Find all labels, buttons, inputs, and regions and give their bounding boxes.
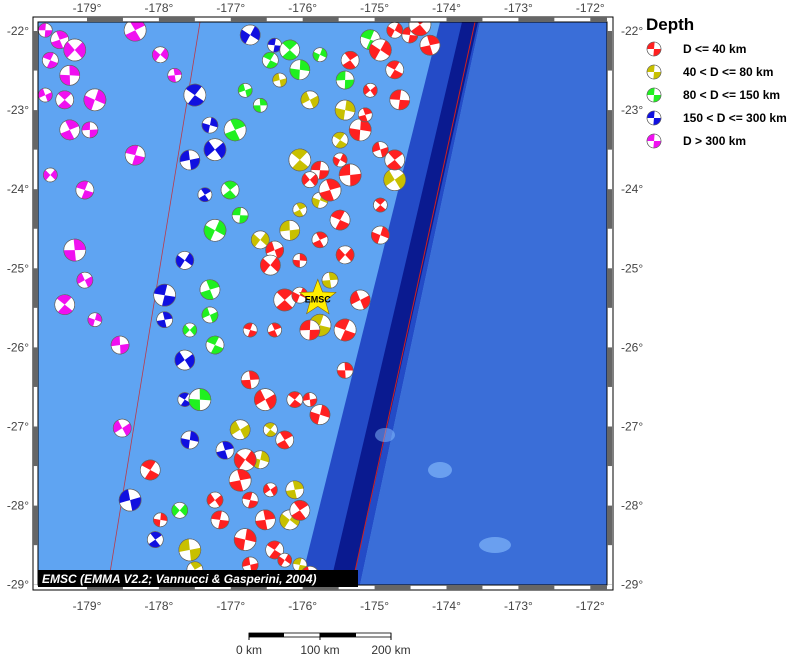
legend-beachball-icon — [647, 42, 661, 56]
lon-tick-label: -176° — [288, 1, 317, 15]
lon-tick-label: -177° — [216, 599, 245, 613]
lon-tick-label: -172° — [576, 1, 605, 15]
lat-tick-label: -22° — [7, 24, 29, 38]
lon-tick-label: -178° — [144, 599, 173, 613]
lat-tick-label: -24° — [7, 182, 29, 196]
legend-title: Depth — [646, 15, 694, 34]
scale-label-100: 100 km — [300, 643, 339, 654]
lon-tick-label: -177° — [216, 1, 245, 15]
legend-item-label: 40 < D <= 80 km — [683, 65, 773, 79]
lat-tick-label: -27° — [7, 420, 29, 434]
legend-beachball-icon — [647, 88, 661, 102]
legend-beachball-icon — [647, 111, 661, 125]
lat-tick-label: -25° — [621, 261, 643, 275]
lat-tick-label: -23° — [7, 103, 29, 117]
lat-tick-label: -26° — [7, 340, 29, 354]
lat-tick-label: -24° — [621, 182, 643, 196]
focal-mechanism-beachball — [59, 65, 80, 86]
lon-tick-label: -175° — [360, 1, 389, 15]
lat-tick-label: -28° — [7, 499, 29, 513]
lat-tick-label: -27° — [621, 420, 643, 434]
lat-tick-label: -23° — [621, 103, 643, 117]
legend-item-label: D > 300 km — [683, 134, 746, 148]
lon-tick-label: -174° — [432, 599, 461, 613]
scale-label-0: 0 km — [236, 643, 262, 654]
credit-text: EMSC (EMMA V2.2; Vannucci & Gasperini, 2… — [42, 572, 317, 586]
focal-mechanism-beachball — [232, 207, 248, 223]
focal-mechanism-beachball — [300, 320, 321, 341]
lat-tick-label: -26° — [621, 340, 643, 354]
lon-tick-label: -173° — [504, 599, 533, 613]
legend: Depth D <= 40 km 40 < D <= 80 km 80 < D <=… — [646, 15, 787, 148]
lon-tick-label: -175° — [360, 599, 389, 613]
scale-label-200: 200 km — [371, 643, 410, 654]
legend-beachball-icon — [647, 65, 661, 79]
lat-tick-label: -28° — [621, 499, 643, 513]
lon-tick-label: -176° — [288, 599, 317, 613]
lat-tick-label: -29° — [7, 578, 29, 592]
lat-tick-label: -25° — [7, 261, 29, 275]
focal-mechanism-beachball — [38, 23, 52, 37]
scale-bar: 0 km 100 km 200 km — [236, 633, 411, 654]
lon-tick-label: -174° — [432, 1, 461, 15]
legend-item-label: 150 < D <= 300 km — [683, 111, 787, 125]
focal-mechanism-beachball — [293, 253, 307, 267]
lat-tick-label: -29° — [621, 578, 643, 592]
lon-tick-label: -173° — [504, 1, 533, 15]
legend-beachball-icon — [647, 134, 661, 148]
lon-tick-label: -179° — [73, 1, 102, 15]
legend-item-label: D <= 40 km — [683, 42, 746, 56]
lon-tick-label: -172° — [576, 599, 605, 613]
lat-tick-label: -22° — [621, 24, 643, 38]
focal-mechanism-beachball — [189, 388, 211, 410]
legend-item-label: 80 < D <= 150 km — [683, 88, 780, 102]
lon-tick-label: -178° — [144, 1, 173, 15]
epicenter-label: EMSC — [305, 294, 332, 304]
lon-tick-label: -179° — [73, 599, 102, 613]
